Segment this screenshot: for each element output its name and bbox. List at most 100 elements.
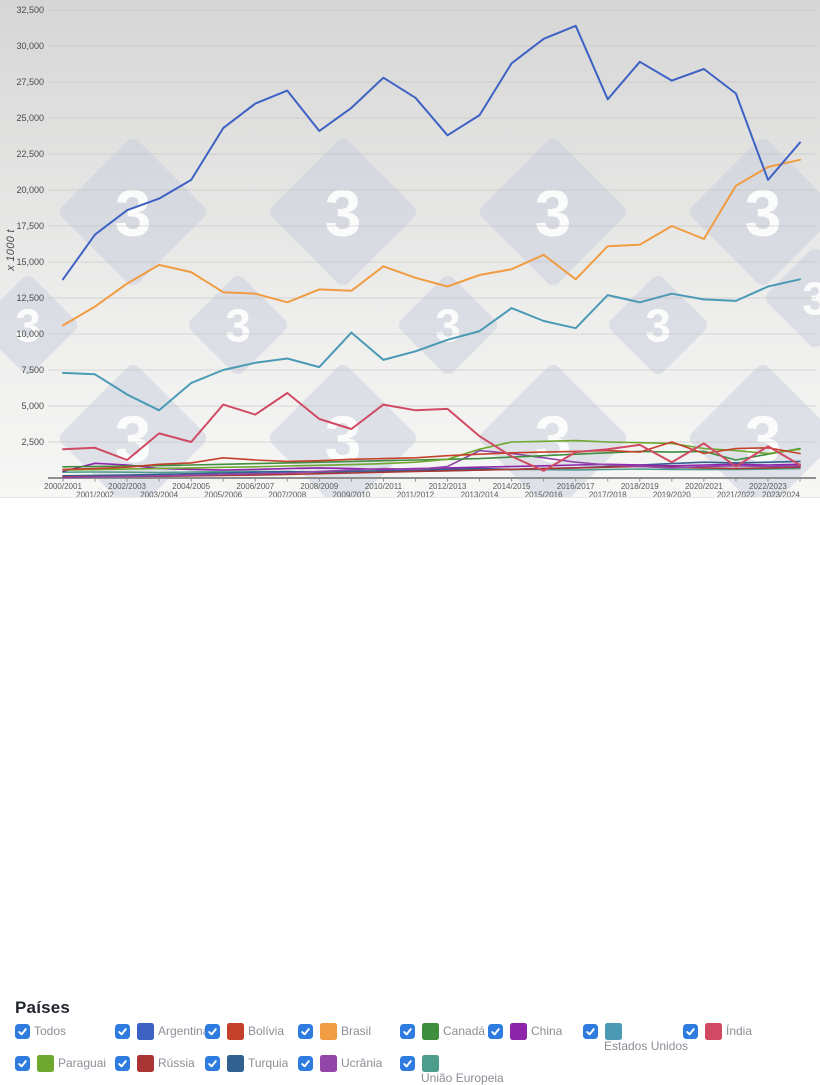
legend-checkbox-turquia[interactable] (205, 1055, 220, 1071)
y-tick-label: 7,500 (21, 365, 44, 375)
x-tick-label: 2006/2007 (236, 482, 274, 491)
x-tick-label: 2009/2010 (332, 491, 370, 498)
legend-item-rússia[interactable]: Rússia (115, 1054, 195, 1072)
series-line-bolívia (62, 441, 801, 471)
series-line-estados-unidos (62, 278, 801, 412)
x-tick-label: 2023/2024 (762, 491, 800, 498)
legend-item-canadá[interactable]: Canadá (400, 1022, 485, 1040)
legend-checkbox-estados-unidos[interactable] (583, 1023, 598, 1039)
x-tick-label: 2021/2022 (717, 491, 755, 498)
x-tick-label: 2008/2009 (300, 482, 338, 491)
checkmark-icon (208, 1059, 217, 1067)
legend-checkbox-todos[interactable] (15, 1023, 30, 1039)
legend-label-índia: Índia (726, 1024, 753, 1038)
checkmark-icon (118, 1027, 127, 1035)
legend-checkbox-canadá[interactable] (400, 1023, 415, 1039)
y-tick-label: 5,000 (21, 401, 44, 411)
legend-item-união-europeia[interactable]: União Europeia (400, 1054, 504, 1085)
series-line-índia (62, 392, 801, 472)
legend-item-argentina[interactable]: Argentina (115, 1022, 209, 1040)
svg-text:3: 3 (745, 402, 782, 476)
legend-label-paraguai: Paraguai (58, 1056, 107, 1070)
y-tick-label: 30,000 (16, 41, 44, 51)
x-tick-label: 2013/2014 (461, 491, 499, 498)
legend-label-argentina: Argentina (158, 1024, 210, 1038)
y-tick-label: 2,500 (21, 437, 44, 447)
checkmark-icon (118, 1059, 127, 1067)
legend-swatch-canadá (422, 1022, 439, 1040)
legend-label-turquia: Turquia (248, 1056, 289, 1070)
legend-item-china[interactable]: China (488, 1022, 562, 1040)
y-tick-label: 12,500 (16, 293, 44, 303)
legend-item-estados-unidos[interactable]: Estados Unidos (583, 1022, 688, 1053)
legend-swatch-argentina (137, 1022, 154, 1040)
x-tick-label: 2012/2013 (429, 482, 467, 491)
watermark-3-icon: 3 (269, 138, 417, 286)
x-tick-label: 2017/2018 (589, 491, 627, 498)
legend-item-bolívia[interactable]: Bolívia (205, 1022, 284, 1040)
legend-label-bolívia: Bolívia (248, 1024, 285, 1038)
legend-item-paraguai[interactable]: Paraguai (15, 1054, 106, 1072)
legend-checkbox-argentina[interactable] (115, 1023, 130, 1039)
checkmark-icon (208, 1027, 217, 1035)
legend-checkbox-paraguai[interactable] (15, 1055, 30, 1071)
svg-text:3: 3 (645, 300, 671, 352)
legend-swatch-china (510, 1022, 527, 1040)
checkmark-icon (491, 1027, 500, 1035)
legend-swatch-ucrânia (320, 1054, 337, 1072)
svg-text:3: 3 (745, 176, 782, 250)
series-line-ucrânia (62, 449, 801, 479)
svg-text:3: 3 (535, 176, 572, 250)
watermark-3-icon: 3 (479, 138, 627, 286)
svg-text:3: 3 (225, 300, 251, 352)
x-tick-label: 2001/2002 (76, 491, 114, 498)
legend-item-turquia[interactable]: Turquia (205, 1054, 288, 1072)
legend-checkbox-rússia[interactable] (115, 1055, 130, 1071)
x-tick-label: 2015/2016 (525, 491, 563, 498)
series-line-brasil (62, 158, 801, 327)
watermark-3-icon: 3 (608, 275, 708, 375)
x-tick-label: 2014/2015 (493, 482, 531, 491)
x-tick-label: 2003/2004 (140, 491, 178, 498)
y-tick-label: 17,500 (16, 221, 44, 231)
chart-canvas: 3 3 3 33 3 3 33 3 3 332,5005,0007,50010,00012,500… (0, 5, 820, 498)
legend-checkbox-bolívia[interactable] (205, 1023, 220, 1039)
legend-checkbox-brasil[interactable] (298, 1023, 313, 1039)
y-tick-label: 20,000 (16, 185, 44, 195)
legend-swatch-paraguai (37, 1054, 54, 1072)
legend-checkbox-índia[interactable] (683, 1023, 698, 1039)
x-tick-label: 2016/2017 (557, 482, 595, 491)
legend-item-índia[interactable]: Índia (683, 1022, 752, 1040)
legend-swatch-brasil (320, 1022, 337, 1040)
watermark-3-icon: 3 (0, 275, 78, 375)
watermark-3-icon: 3 (188, 275, 288, 375)
x-tick-label: 2005/2006 (204, 491, 242, 498)
legend-item-brasil[interactable]: Brasil (298, 1022, 371, 1040)
legend-swatch-rússia (137, 1054, 154, 1072)
legend-swatch-índia (705, 1022, 722, 1040)
legend-checkbox-china[interactable] (488, 1023, 503, 1039)
x-tick-label: 2002/2003 (108, 482, 146, 491)
legend-label-brasil: Brasil (341, 1024, 372, 1038)
series-line-argentina (62, 24, 801, 281)
watermark-3-icon: 3 (398, 275, 498, 375)
legend-checkbox-ucrânia[interactable] (298, 1055, 313, 1071)
legend-item-todos[interactable]: Todos (15, 1022, 66, 1040)
legend-swatch-estados-unidos (605, 1022, 622, 1040)
watermark-3-icon: 3 (689, 364, 820, 497)
x-tick-label: 2011/2012 (397, 491, 435, 498)
series-line-turquia (62, 460, 801, 477)
legend-label-rússia: Rússia (158, 1056, 195, 1070)
y-tick-label: 32,500 (16, 5, 44, 15)
legend-checkbox-união-europeia[interactable] (400, 1055, 415, 1071)
x-tick-label: 2010/2011 (365, 482, 403, 491)
y-tick-label: 25,000 (16, 113, 44, 123)
x-tick-label: 2019/2020 (653, 491, 691, 498)
legend-label-ucrânia: Ucrânia (341, 1056, 383, 1070)
checkmark-icon (301, 1059, 310, 1067)
svg-text:3: 3 (325, 402, 362, 476)
x-tick-label: 2004/2005 (172, 482, 210, 491)
legend-item-ucrânia[interactable]: Ucrânia (298, 1054, 382, 1072)
svg-text:3: 3 (15, 300, 41, 352)
svg-text:3: 3 (115, 402, 152, 476)
